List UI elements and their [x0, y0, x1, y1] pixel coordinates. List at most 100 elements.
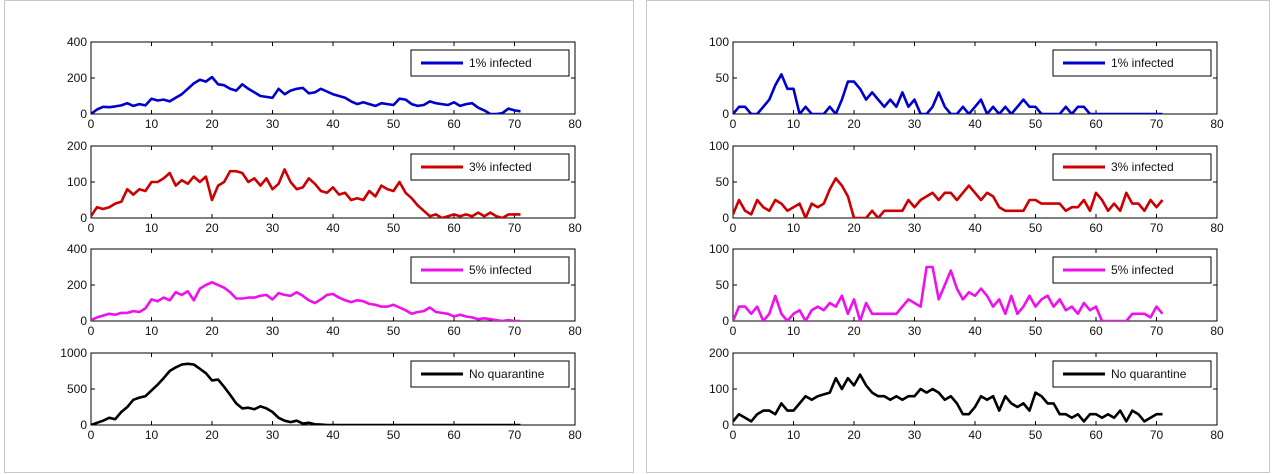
x-tick-label: 10 [145, 428, 159, 442]
left-chart-panel: 0 10 20 30 40 50 60 70 80 0 200 400 1% infected 0 10 20… [4, 0, 634, 473]
x-tick-label: 70 [1150, 428, 1164, 442]
series-line [733, 177, 1164, 218]
right-chart-panel: 0 10 20 30 40 50 60 70 80 0 50 100 1% infected 0 10 20 3… [646, 0, 1270, 473]
x-tick-label: 80 [1210, 428, 1224, 442]
y-tick-label: 200 [67, 139, 87, 153]
series-line [733, 73, 1163, 114]
x-tick-label: 30 [908, 428, 922, 442]
series-line [91, 75, 521, 114]
y-tick-label: 400 [67, 242, 87, 256]
legend-label: 1% infected [469, 56, 532, 70]
x-tick-label: 10 [787, 221, 801, 235]
x-tick-label: 20 [847, 428, 861, 442]
x-tick-label: 60 [447, 324, 461, 338]
x-tick-label: 60 [1089, 428, 1103, 442]
y-tick-label: 0 [722, 418, 729, 432]
x-tick-label: 0 [730, 117, 737, 131]
x-tick-label: 60 [1089, 117, 1103, 131]
series-line [91, 168, 521, 218]
x-tick-label: 40 [326, 221, 340, 235]
y-tick-label: 0 [80, 211, 87, 225]
legend-label: 5% infected [1111, 263, 1174, 277]
subplot-2: 0 10 20 30 40 50 60 70 80 0 100 200 3% infected [67, 139, 582, 235]
legend-label: 3% infected [469, 160, 532, 174]
x-tick-label: 60 [447, 221, 461, 235]
x-tick-label: 50 [387, 221, 401, 235]
x-tick-label: 30 [266, 428, 280, 442]
y-tick-label: 0 [722, 107, 729, 121]
series-line [733, 373, 1163, 423]
x-tick-label: 0 [88, 324, 95, 338]
y-tick-label: 0 [80, 314, 87, 328]
legend-label: No quarantine [1111, 367, 1187, 381]
y-tick-label: 50 [716, 278, 730, 292]
x-tick-label: 70 [508, 221, 522, 235]
y-tick-label: 500 [67, 382, 87, 396]
series-line [733, 265, 1164, 321]
x-tick-label: 30 [908, 324, 922, 338]
x-tick-label: 80 [568, 324, 582, 338]
x-tick-label: 40 [326, 428, 340, 442]
subplot-1: 0 10 20 30 40 50 60 70 80 0 200 400 1% infected [67, 35, 582, 131]
y-tick-label: 0 [80, 418, 87, 432]
y-tick-label: 100 [67, 175, 87, 189]
x-tick-label: 80 [568, 117, 582, 131]
x-tick-label: 70 [1150, 324, 1164, 338]
subplot-4: 0 10 20 30 40 50 60 70 80 0 100 200 No quarantine [709, 346, 1224, 442]
x-tick-label: 70 [1150, 221, 1164, 235]
subplot-3: 0 10 20 30 40 50 60 70 80 0 200 400 5% infected [67, 242, 582, 338]
x-tick-label: 0 [88, 221, 95, 235]
subplot-3: 0 10 20 30 40 50 60 70 80 0 50 100 5% infected [709, 242, 1224, 338]
x-tick-label: 50 [1029, 117, 1043, 131]
legend-box [1052, 153, 1212, 181]
y-tick-label: 0 [80, 107, 87, 121]
legend-label: No quarantine [469, 367, 545, 381]
y-tick-label: 200 [67, 278, 87, 292]
x-tick-label: 30 [266, 117, 280, 131]
legend: 5% infected [1052, 256, 1212, 284]
y-tick-label: 50 [716, 175, 730, 189]
x-tick-label: 50 [1029, 221, 1043, 235]
x-tick-label: 0 [88, 428, 95, 442]
x-tick-label: 30 [908, 117, 922, 131]
x-tick-label: 20 [205, 221, 219, 235]
x-tick-label: 30 [908, 221, 922, 235]
x-tick-label: 50 [387, 324, 401, 338]
x-tick-label: 40 [968, 324, 982, 338]
x-tick-label: 20 [847, 221, 861, 235]
x-tick-label: 30 [266, 221, 280, 235]
y-tick-label: 1000 [60, 346, 87, 360]
series-line [91, 362, 521, 425]
x-tick-label: 80 [1210, 117, 1224, 131]
x-tick-label: 20 [205, 428, 219, 442]
x-tick-label: 40 [968, 221, 982, 235]
series-line [91, 280, 521, 321]
legend-label: 1% infected [1111, 56, 1174, 70]
subplot-1: 0 10 20 30 40 50 60 70 80 0 50 100 1% infected [709, 35, 1224, 131]
x-tick-label: 0 [730, 221, 737, 235]
y-tick-label: 400 [67, 35, 87, 49]
x-tick-label: 80 [568, 428, 582, 442]
y-tick-label: 0 [722, 211, 729, 225]
x-tick-label: 10 [787, 428, 801, 442]
legend: 5% infected [410, 256, 570, 284]
x-tick-label: 70 [508, 117, 522, 131]
x-tick-label: 70 [508, 428, 522, 442]
x-tick-label: 10 [145, 117, 159, 131]
x-tick-label: 0 [730, 324, 737, 338]
legend: 1% infected [1052, 49, 1212, 77]
x-tick-label: 60 [1089, 324, 1103, 338]
legend: No quarantine [1052, 360, 1212, 388]
legend: No quarantine [410, 360, 570, 388]
legend-label: 3% infected [1111, 160, 1174, 174]
x-tick-label: 20 [205, 117, 219, 131]
x-tick-label: 10 [145, 324, 159, 338]
legend: 1% infected [410, 49, 570, 77]
x-tick-label: 50 [1029, 428, 1043, 442]
x-tick-label: 70 [508, 324, 522, 338]
x-tick-label: 0 [88, 117, 95, 131]
x-tick-label: 60 [447, 428, 461, 442]
x-tick-label: 60 [447, 117, 461, 131]
subplot-2: 0 10 20 30 40 50 60 70 80 0 50 100 3% infected [709, 139, 1224, 235]
